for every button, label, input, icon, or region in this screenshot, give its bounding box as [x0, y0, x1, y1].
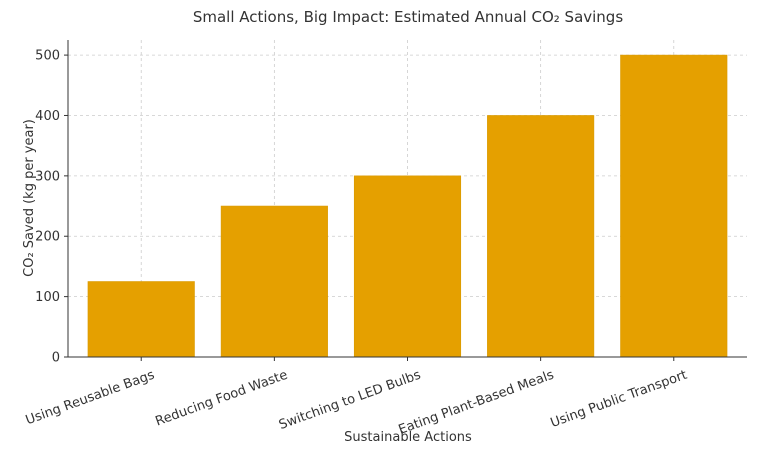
bar	[87, 281, 195, 358]
bar	[353, 175, 462, 358]
bars	[87, 54, 728, 358]
y-ticks: 0 100 200 300 400 500	[35, 49, 68, 366]
x-tick-label: Using Public Transport	[549, 368, 690, 431]
y-axis-label: CO₂ Saved (kg per year)	[22, 119, 37, 277]
y-tick-label: 300	[35, 169, 60, 184]
chart-title: Small Actions, Big Impact: Estimated Ann…	[193, 8, 624, 26]
bar	[620, 54, 728, 358]
x-tick-label: Using Reusable Bags	[24, 368, 157, 429]
y-tick-label: 400	[35, 109, 60, 124]
y-tick-label: 500	[35, 49, 60, 64]
bar	[220, 205, 328, 358]
x-tick-label: Reducing Food Waste	[154, 368, 290, 430]
y-tick-label: 0	[52, 351, 60, 366]
y-tick-label: 100	[35, 290, 60, 305]
bar	[487, 115, 595, 358]
y-tick-label: 200	[35, 230, 60, 245]
x-axis-label: Sustainable Actions	[344, 430, 472, 445]
